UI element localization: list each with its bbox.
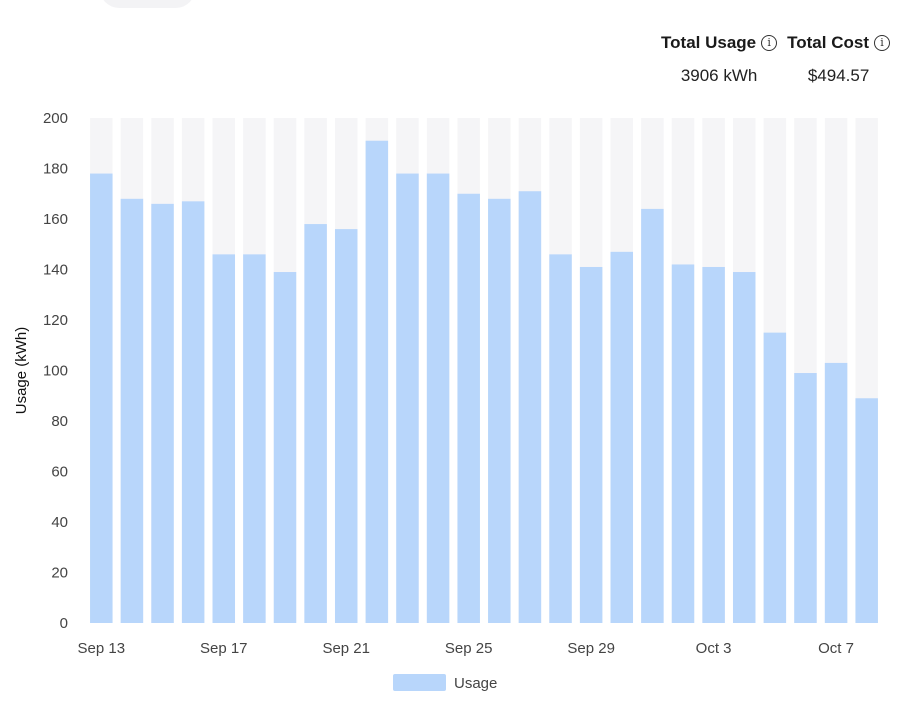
y-tick-label: 180 — [43, 161, 68, 178]
legend-label: Usage — [454, 675, 497, 692]
y-tick-label: 80 — [51, 413, 68, 430]
y-tick-label: 120 — [43, 312, 68, 329]
x-tick-label: Sep 25 — [445, 640, 493, 657]
bar — [120, 198, 144, 624]
bar — [151, 203, 174, 623]
bar — [90, 173, 113, 624]
info-icon[interactable]: i — [874, 35, 890, 51]
y-tick-label: 60 — [51, 464, 68, 481]
bar — [396, 173, 419, 624]
y-tick-label: 0 — [60, 615, 68, 632]
legend-swatch — [393, 674, 446, 691]
bar — [212, 254, 236, 623]
top-tab-pill[interactable] — [100, 0, 195, 8]
bar — [824, 362, 848, 623]
bar — [763, 332, 787, 623]
x-tick-label: Sep 29 — [567, 640, 615, 657]
y-tick-label: 40 — [51, 514, 68, 531]
bar — [334, 229, 358, 623]
x-tick-label: Oct 7 — [818, 640, 854, 657]
y-tick-label: 200 — [43, 110, 68, 127]
total-usage-label: Total Usage — [661, 33, 757, 52]
bar — [488, 198, 511, 624]
total-usage-header: Total Usage i — [661, 30, 778, 56]
x-tick-label: Sep 13 — [78, 640, 126, 657]
bar — [273, 272, 297, 623]
bar — [518, 191, 542, 623]
bar — [671, 264, 695, 623]
y-tick-label: 140 — [43, 262, 68, 279]
total-cost-value: $494.57 — [807, 66, 870, 85]
y-axis-label: Usage (kWh) — [13, 327, 30, 415]
bar — [457, 193, 480, 623]
total-usage-value: 3906 kWh — [680, 66, 758, 85]
bar — [579, 266, 603, 623]
y-tick-label: 20 — [51, 565, 68, 582]
bar — [794, 373, 817, 623]
total-usage-summary: Total Usage i 3906 kWh — [661, 30, 778, 86]
usage-summary: Total Usage i 3906 kWh Total Cost i $494… — [661, 30, 890, 86]
bar — [702, 266, 725, 623]
total-cost-summary: Total Cost i $494.57 — [787, 30, 890, 86]
bar — [304, 224, 327, 624]
bar — [426, 173, 450, 624]
bar — [732, 272, 756, 623]
bar — [181, 201, 205, 623]
info-icon[interactable]: i — [761, 35, 778, 51]
x-tick-label: Sep 21 — [322, 640, 370, 657]
x-tick-label: Oct 3 — [696, 640, 732, 657]
total-cost-header: Total Cost i — [787, 30, 890, 56]
x-tick-label: Sep 17 — [200, 640, 248, 657]
bar — [641, 208, 664, 623]
y-tick-label: 100 — [43, 363, 68, 380]
bar — [549, 254, 572, 623]
bar — [855, 398, 878, 623]
bar — [243, 254, 266, 623]
y-tick-label: 160 — [43, 211, 68, 228]
bar — [610, 251, 634, 623]
total-cost-label: Total Cost — [787, 33, 869, 52]
bar — [365, 140, 389, 623]
